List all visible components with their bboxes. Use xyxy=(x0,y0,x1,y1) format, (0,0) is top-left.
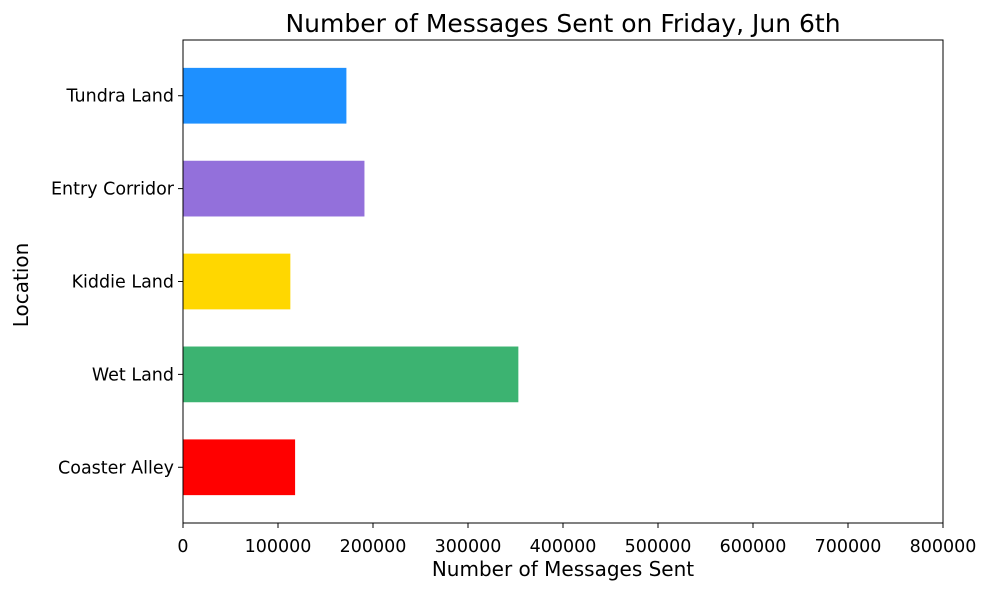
x-tick-label: 100000 xyxy=(245,537,312,557)
y-axis-label: Location xyxy=(9,243,33,328)
x-tick-label: 600000 xyxy=(720,537,787,557)
x-axis-label: Number of Messages Sent xyxy=(432,557,694,581)
x-tick-label: 300000 xyxy=(435,537,502,557)
x-tick-label: 500000 xyxy=(625,537,692,557)
x-tick-label: 200000 xyxy=(340,537,407,557)
bar-wet-land xyxy=(183,346,519,403)
x-tick-label: 400000 xyxy=(530,537,597,557)
y-tick-label: Wet Land xyxy=(92,365,174,385)
y-tick-label: Kiddie Land xyxy=(72,273,174,293)
bar-entry-corridor xyxy=(183,160,365,217)
bar-coaster-alley xyxy=(183,439,296,496)
y-tick-label: Coaster Alley xyxy=(58,458,174,478)
x-tick-label: 700000 xyxy=(815,537,882,557)
y-axis-ticks: Coaster Alley Wet Land Kiddie Land Entry Co… xyxy=(51,87,183,478)
bar-kiddie-land xyxy=(183,253,291,310)
bars-layer xyxy=(183,67,519,496)
bar-tundra-land xyxy=(183,67,347,124)
x-axis-ticks: 0 100000 200000 300000 400000 500000 600000 700… xyxy=(177,523,976,557)
plot-frame xyxy=(182,39,944,524)
chart-title: Number of Messages Sent on Friday, Jun 6… xyxy=(285,9,840,38)
y-tick-label: Entry Corridor xyxy=(51,180,175,200)
y-tick-label: Tundra Land xyxy=(66,87,174,107)
x-tick-label: 0 xyxy=(177,537,188,557)
x-tick-label: 800000 xyxy=(910,537,977,557)
